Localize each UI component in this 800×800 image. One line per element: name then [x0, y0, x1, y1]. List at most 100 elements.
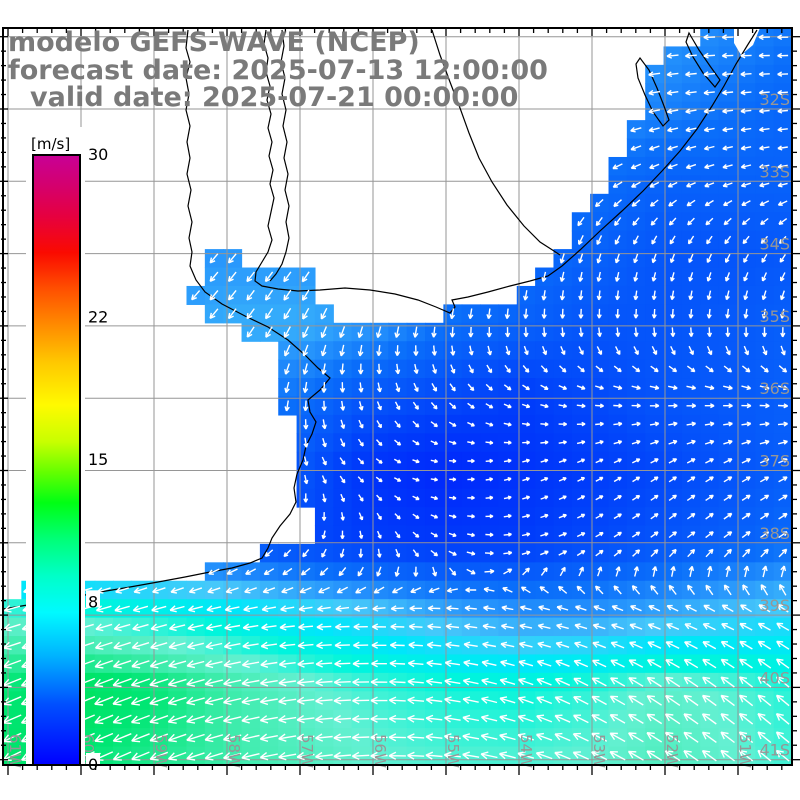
wind-arrow: [757, 713, 772, 725]
wind-arrow: [559, 271, 565, 283]
wind-arrow: [357, 326, 364, 339]
wind-arrow: [666, 604, 679, 612]
wind-arrow: [321, 530, 327, 540]
wind-arrow: [523, 308, 529, 319]
wind-arrow: [481, 659, 497, 667]
wind-arrow: [759, 200, 770, 206]
wind-arrow: [186, 696, 205, 706]
wind-arrow: [778, 218, 788, 225]
wind-arrow: [683, 658, 699, 669]
wind-arrow: [522, 513, 531, 519]
wind-arrow: [130, 696, 151, 706]
wind-arrow: [758, 604, 771, 613]
colorbar-tick-label: 8: [88, 592, 98, 611]
wind-arrow: [282, 567, 293, 576]
wind-arrow: [204, 733, 224, 743]
wind-arrow: [776, 604, 789, 613]
wind-arrow: [558, 513, 567, 519]
wind-arrow: [504, 308, 511, 319]
wind-arrow: [614, 253, 620, 264]
wind-arrow: [394, 531, 401, 539]
wind-arrow: [114, 605, 130, 613]
wind-arrow: [760, 365, 769, 373]
wind-arrow: [224, 605, 240, 613]
wind-arrow: [302, 363, 309, 375]
wind-arrow: [743, 345, 749, 356]
wind-arrow: [278, 696, 297, 705]
wind-arrow: [482, 641, 497, 649]
wind-arrow: [685, 145, 697, 151]
wind-arrow: [206, 605, 222, 613]
wind-arrow: [431, 326, 437, 338]
wind-arrow: [741, 200, 751, 206]
wind-arrow: [521, 550, 531, 556]
wind-arrow: [209, 308, 219, 319]
wind-arrow: [705, 531, 714, 539]
wind-arrow: [412, 495, 420, 501]
wind-arrow: [554, 714, 571, 723]
wind-arrow: [651, 290, 657, 301]
wind-arrow: [704, 403, 715, 409]
wind-arrow: [499, 733, 516, 741]
wind-arrow: [518, 641, 533, 649]
wind-arrow: [741, 512, 751, 520]
wind-arrow: [649, 181, 660, 188]
wind-arrow: [613, 549, 622, 557]
wind-arrow: [204, 715, 224, 724]
wind-arrow: [780, 308, 786, 319]
wind-arrow: [113, 660, 132, 669]
wind-arrow: [522, 422, 531, 427]
wind-arrow: [540, 384, 549, 390]
wind-arrow: [670, 290, 675, 301]
plot-frame: [2, 27, 793, 766]
wind-arrow: [241, 752, 260, 761]
wind-arrow: [595, 365, 604, 373]
wind-arrow: [762, 345, 768, 356]
wind-arrow: [376, 566, 382, 577]
wind-arrow: [576, 440, 586, 445]
lon-label: 53W: [590, 734, 608, 768]
wind-arrow: [187, 641, 204, 650]
wind-arrow: [648, 126, 660, 133]
wind-arrow: [503, 384, 512, 391]
wind-arrow: [223, 715, 242, 724]
wind-arrow: [413, 363, 419, 375]
wind-arrow: [761, 253, 768, 263]
wind-arrow: [339, 344, 345, 357]
wind-arrow: [720, 749, 736, 762]
wind-arrow: [573, 677, 589, 687]
wind-arrow: [278, 659, 296, 668]
wind-arrow: [706, 290, 712, 301]
wind-arrow: [688, 308, 694, 319]
wind-arrow: [670, 308, 676, 319]
wind-arrow: [205, 623, 222, 631]
wind-arrow: [775, 676, 790, 688]
wind-arrow: [685, 126, 697, 133]
wind-arrow: [630, 605, 642, 612]
wind-arrow: [521, 532, 531, 537]
wind-arrow: [241, 696, 260, 706]
wind-arrow: [740, 71, 752, 77]
wind-arrow: [720, 713, 735, 725]
wind-arrow: [303, 456, 309, 466]
wind-arrow: [701, 750, 717, 762]
wind-arrow: [648, 145, 660, 151]
lat-label: 37S: [759, 452, 790, 471]
wind-arrow: [298, 605, 313, 612]
wind-arrow: [407, 696, 425, 705]
wind-arrow: [613, 421, 623, 427]
wind-arrow: [740, 52, 752, 59]
wind-arrow: [301, 289, 310, 301]
wind-arrow: [370, 696, 388, 705]
wind-arrow: [723, 365, 733, 373]
wind-arrow: [615, 327, 621, 337]
wind-arrow: [725, 308, 731, 319]
wind-arrow: [577, 495, 586, 501]
wind-arrow: [591, 695, 607, 706]
wind-arrow: [500, 641, 515, 649]
wind-arrow: [725, 253, 731, 263]
wind-arrow: [376, 512, 382, 521]
wind-arrow: [721, 623, 735, 631]
wind-arrow: [758, 71, 770, 77]
wind-arrow: [448, 514, 457, 519]
